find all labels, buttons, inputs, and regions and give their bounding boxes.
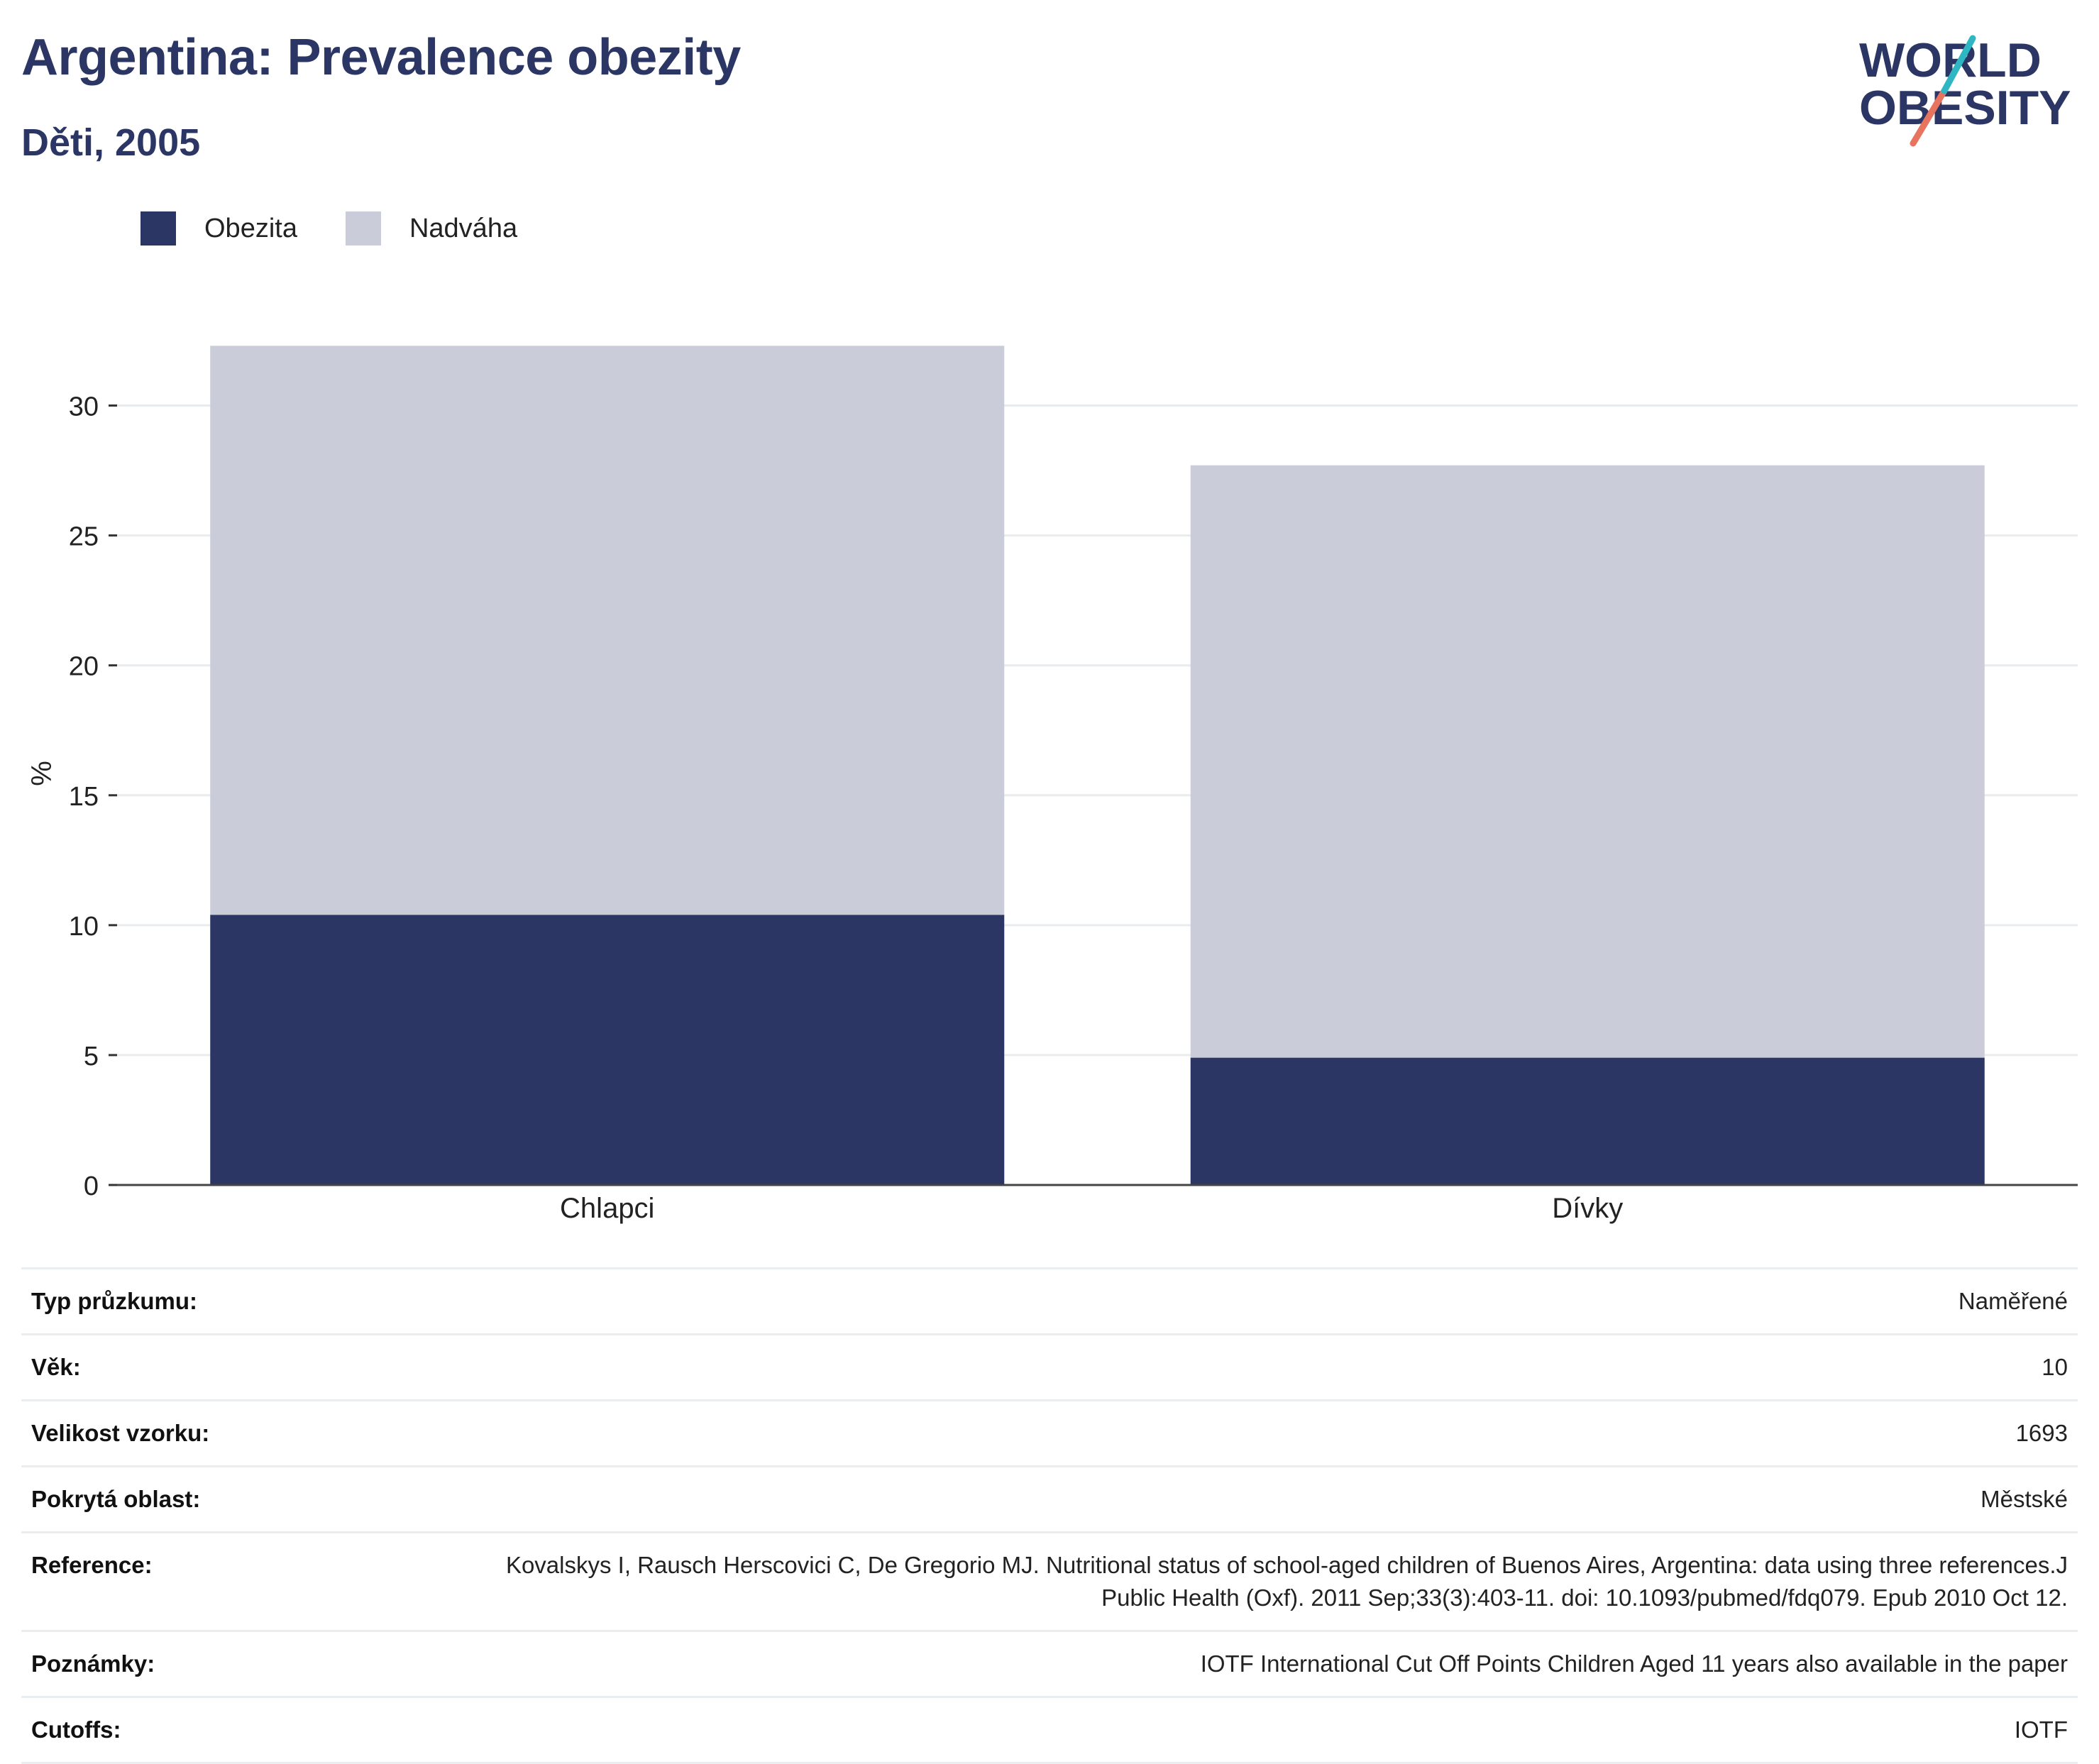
bar-nadváha-2[interactable]: [1190, 465, 1985, 1058]
info-label: Pokrytá oblast:: [21, 1465, 467, 1533]
legend-swatch-nadvaha: [345, 211, 381, 246]
info-label: Velikost vzorku:: [21, 1399, 467, 1467]
info-row-area: Pokrytá oblast: Městské: [21, 1465, 2078, 1533]
y-tick-label: 5: [84, 1042, 99, 1071]
info-value: 1693: [467, 1399, 2078, 1467]
stacked-bar-chart: 0 5 10 15 20 25 30 Chlapci Dívky %: [26, 346, 2078, 1224]
info-label: Typ průzkumu:: [21, 1267, 467, 1335]
info-value: Naměřené: [467, 1267, 2078, 1335]
info-label: Cutoffs:: [21, 1696, 467, 1764]
x-tick-label: Chlapci: [560, 1193, 654, 1224]
y-tick-label: 0: [84, 1172, 99, 1201]
y-tick-label: 25: [69, 522, 99, 552]
info-label: Reference:: [21, 1531, 467, 1631]
legend-label-nadvaha: Nadváha: [409, 213, 518, 243]
info-row-reference: Reference: Kovalskys I, Rausch Herscovic…: [21, 1531, 2078, 1631]
logo-slash-teal: [1941, 35, 1976, 94]
info-row-notes: Poznámky: IOTF International Cut Off Poi…: [21, 1630, 2078, 1697]
logo-line2: OBESITY: [1859, 81, 2071, 135]
chart-subtitle: Děti, 2005: [21, 121, 201, 164]
info-label: Věk:: [21, 1333, 467, 1401]
bar-obezita-2[interactable]: [1190, 1057, 1985, 1185]
legend-label-obezita: Obezita: [204, 213, 297, 243]
info-label: Poznámky:: [21, 1630, 467, 1697]
x-tick-label: Dívky: [1552, 1193, 1623, 1224]
world-obesity-logo: WORLD OBESITY: [1859, 33, 2071, 147]
bar-obezita-1[interactable]: [210, 915, 1005, 1185]
info-value: Městské: [467, 1465, 2078, 1533]
y-axis-label: %: [26, 761, 57, 786]
y-tick-label: 20: [69, 652, 99, 682]
y-tick-label: 15: [69, 782, 99, 812]
info-value: IOTF International Cut Off Points Childr…: [467, 1630, 2078, 1697]
bars: [210, 346, 1985, 1185]
y-tick-label: 10: [69, 912, 99, 942]
info-value: Kovalskys I, Rausch Herscovici C, De Gre…: [467, 1531, 2078, 1631]
info-row-survey-type: Typ průzkumu: Naměřené: [21, 1267, 2078, 1335]
axes: 0 5 10 15 20 25 30 Chlapci Dívky: [69, 392, 2078, 1224]
info-value: 10: [467, 1333, 2078, 1401]
logo-slash-coral: [1910, 87, 1948, 147]
legend-item-obezita[interactable]: Obezita: [141, 211, 297, 246]
survey-info-table: Typ průzkumu: Naměřené Věk: 10 Velikost …: [21, 1267, 2078, 1764]
bar-nadváha-1[interactable]: [210, 346, 1005, 915]
info-value: IOTF: [467, 1696, 2078, 1764]
chart-title: Argentina: Prevalence obezity: [21, 29, 741, 86]
chart-legend: Obezita Nadváha: [141, 211, 566, 246]
info-row-sample-size: Velikost vzorku: 1693: [21, 1399, 2078, 1467]
y-tick-label: 30: [69, 392, 99, 422]
legend-swatch-obezita: [141, 211, 176, 246]
info-row-cutoffs: Cutoffs: IOTF: [21, 1696, 2078, 1764]
legend-item-nadvaha[interactable]: Nadváha: [345, 211, 518, 246]
info-row-age: Věk: 10: [21, 1333, 2078, 1401]
